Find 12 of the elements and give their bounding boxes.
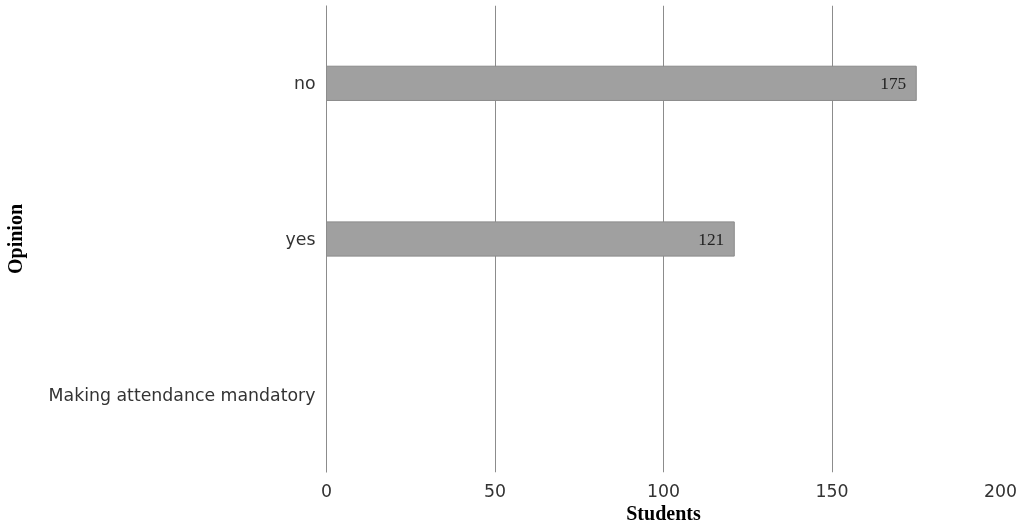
x-tick-label: 0 [320,480,333,501]
data-label: 121 [698,229,725,249]
x-tick-label: 200 [983,480,1018,501]
y-axis-title: Opinion [3,203,27,275]
y-tick-label: no [293,73,316,94]
x-tick-label: 150 [815,480,849,501]
x-axis-title: Students [626,501,701,524]
y-tick-label: Making attendance mandatory [48,384,316,405]
x-tick-label: 100 [646,480,681,501]
x-tick-label: 50 [483,480,507,501]
data-label: 175 [880,73,907,93]
y-tick-label: yes [285,229,316,249]
